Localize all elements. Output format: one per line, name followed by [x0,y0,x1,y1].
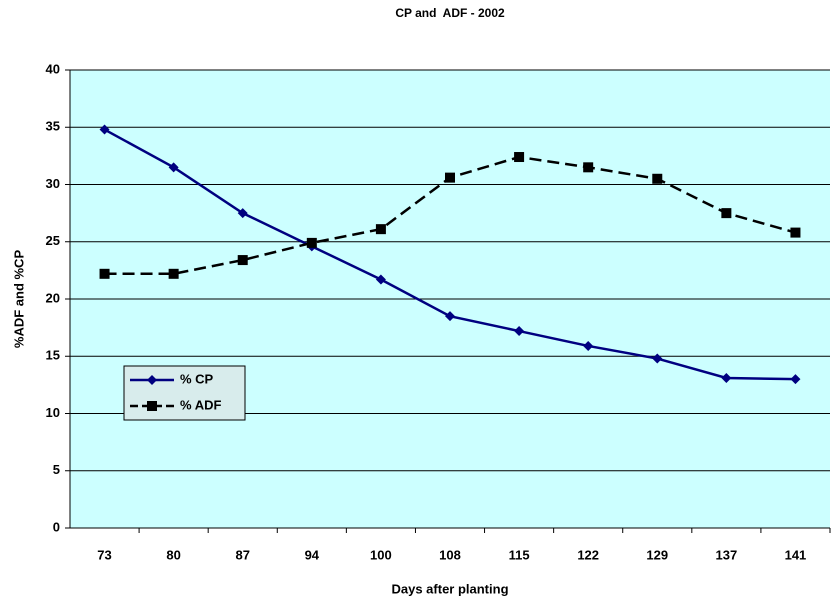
x-tick-label: 87 [235,547,249,562]
point-marker [168,268,179,279]
x-tick-label: 129 [646,547,668,562]
point-marker [514,152,525,163]
y-axis-label: %ADF and %CP [11,250,26,349]
point-marker [99,124,110,135]
point-marker [237,255,248,266]
x-tick-label: 100 [370,547,392,562]
y-tick-label: 20 [46,290,60,305]
legend-box [123,365,246,421]
x-tick-label: 80 [166,547,180,562]
point-marker [790,374,801,385]
point-marker [445,311,455,322]
point-marker [99,268,110,279]
point-marker [237,208,248,219]
x-tick-label: 137 [716,547,738,562]
point-marker [583,340,594,351]
y-tick-label: 35 [46,119,60,134]
point-marker [514,326,525,337]
point-marker [306,237,317,248]
x-tick-label: 94 [305,547,320,562]
point-marker [375,224,386,235]
legend-marker [147,375,157,385]
point-marker [168,162,179,173]
point-marker [721,373,732,384]
point-marker [445,172,455,183]
legend-label: % CP [180,371,214,386]
point-marker [721,208,732,219]
legend-label: % ADF [180,397,221,412]
point-marker [652,173,663,184]
legend-marker [147,401,157,411]
x-tick-label: 141 [785,547,807,562]
x-tick-label: 122 [577,547,599,562]
point-marker [583,162,594,173]
point-marker [652,353,663,364]
point-marker [790,227,801,238]
x-tick-label: 108 [439,547,461,562]
x-tick-label: 73 [97,547,111,562]
y-tick-label: 25 [46,233,60,248]
y-tick-label: 15 [46,348,60,363]
point-marker [375,274,386,285]
x-axis-label: Days after planting [391,581,508,596]
x-tick-label: 115 [509,547,530,562]
y-tick-label: 5 [53,462,60,477]
chart-title: CP and ADF - 2002 [395,6,505,20]
y-tick-label: 40 [46,61,60,76]
y-tick-label: 10 [46,405,60,420]
y-tick-label: 30 [46,176,60,191]
y-tick-label: 0 [53,519,60,534]
